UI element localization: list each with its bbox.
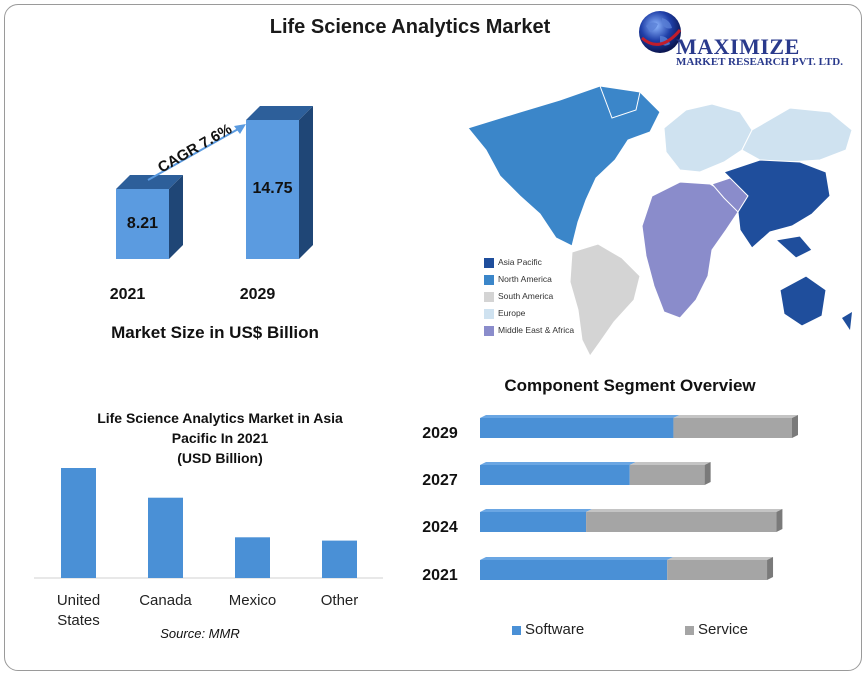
apac-category-label: Other <box>320 592 359 609</box>
legend-swatch <box>512 625 521 635</box>
apac-category-label: United States <box>56 592 101 629</box>
market-size-caption: Market Size in US$ Billion <box>111 323 319 342</box>
apac-title-line-3: (USD Billion) <box>177 450 263 466</box>
map-legend-label: Middle East & Africa <box>498 325 575 335</box>
value-label-2021: 8.21 <box>126 215 159 232</box>
segment-year-label: 2024 <box>422 519 458 536</box>
logo-subtitle: MARKET RESEARCH PVT. LTD. <box>676 56 843 68</box>
map-legend-label: North America <box>498 274 552 284</box>
map-legend-label: Asia Pacific <box>498 257 542 267</box>
segment-legend-label: Service <box>698 621 749 638</box>
legend-swatch <box>484 325 494 336</box>
segment-year-label: 2027 <box>422 472 458 489</box>
map-legend-item: Asia Pacific <box>484 254 624 271</box>
globe-icon <box>639 11 682 53</box>
map-legend-label: Europe <box>498 308 526 318</box>
map-legend-label: South America <box>498 291 554 301</box>
legend-swatch <box>484 257 494 268</box>
segment-legend-item-service: Service <box>685 621 748 638</box>
value-label-2029: 14.75 <box>252 180 293 197</box>
apac-title-line-1: Life Science Analytics Market in Asia <box>97 410 343 426</box>
map-legend-item: North America <box>484 271 624 288</box>
apac-title-line-2: Pacific In 2021 <box>171 430 269 446</box>
year-label-2021: 2021 <box>109 286 146 303</box>
segment-year-label: 2029 <box>422 425 458 442</box>
legend-swatch <box>484 308 494 319</box>
segment-year-label: 2021 <box>422 567 458 584</box>
apac-category-label: Canada <box>139 592 192 609</box>
legend-swatch <box>484 274 494 285</box>
year-label-2029: 2029 <box>239 286 276 303</box>
map-legend-item: South America <box>484 288 624 305</box>
apac-category-label: Mexico <box>228 592 277 609</box>
segment-legend-item-software: Software <box>512 621 584 638</box>
company-logo: MAXIMIZE MARKET RESEARCH PVT. LTD. <box>636 8 862 78</box>
map-legend-item: Europe <box>484 305 624 322</box>
logo-name: MAXIMIZE <box>676 34 800 59</box>
legend-swatch <box>685 625 694 635</box>
segment-legend-label: Software <box>525 621 585 638</box>
page-title: Life Science Analytics Market <box>269 16 551 38</box>
infographic-frame <box>4 4 862 671</box>
map-legend-item: Middle East & Africa <box>484 322 624 339</box>
legend-swatch <box>484 291 494 302</box>
map-legend: Asia Pacific North America South America… <box>484 254 624 339</box>
segment-title: Component Segment Overview <box>504 376 756 395</box>
source-note: Source: MMR <box>160 626 240 641</box>
